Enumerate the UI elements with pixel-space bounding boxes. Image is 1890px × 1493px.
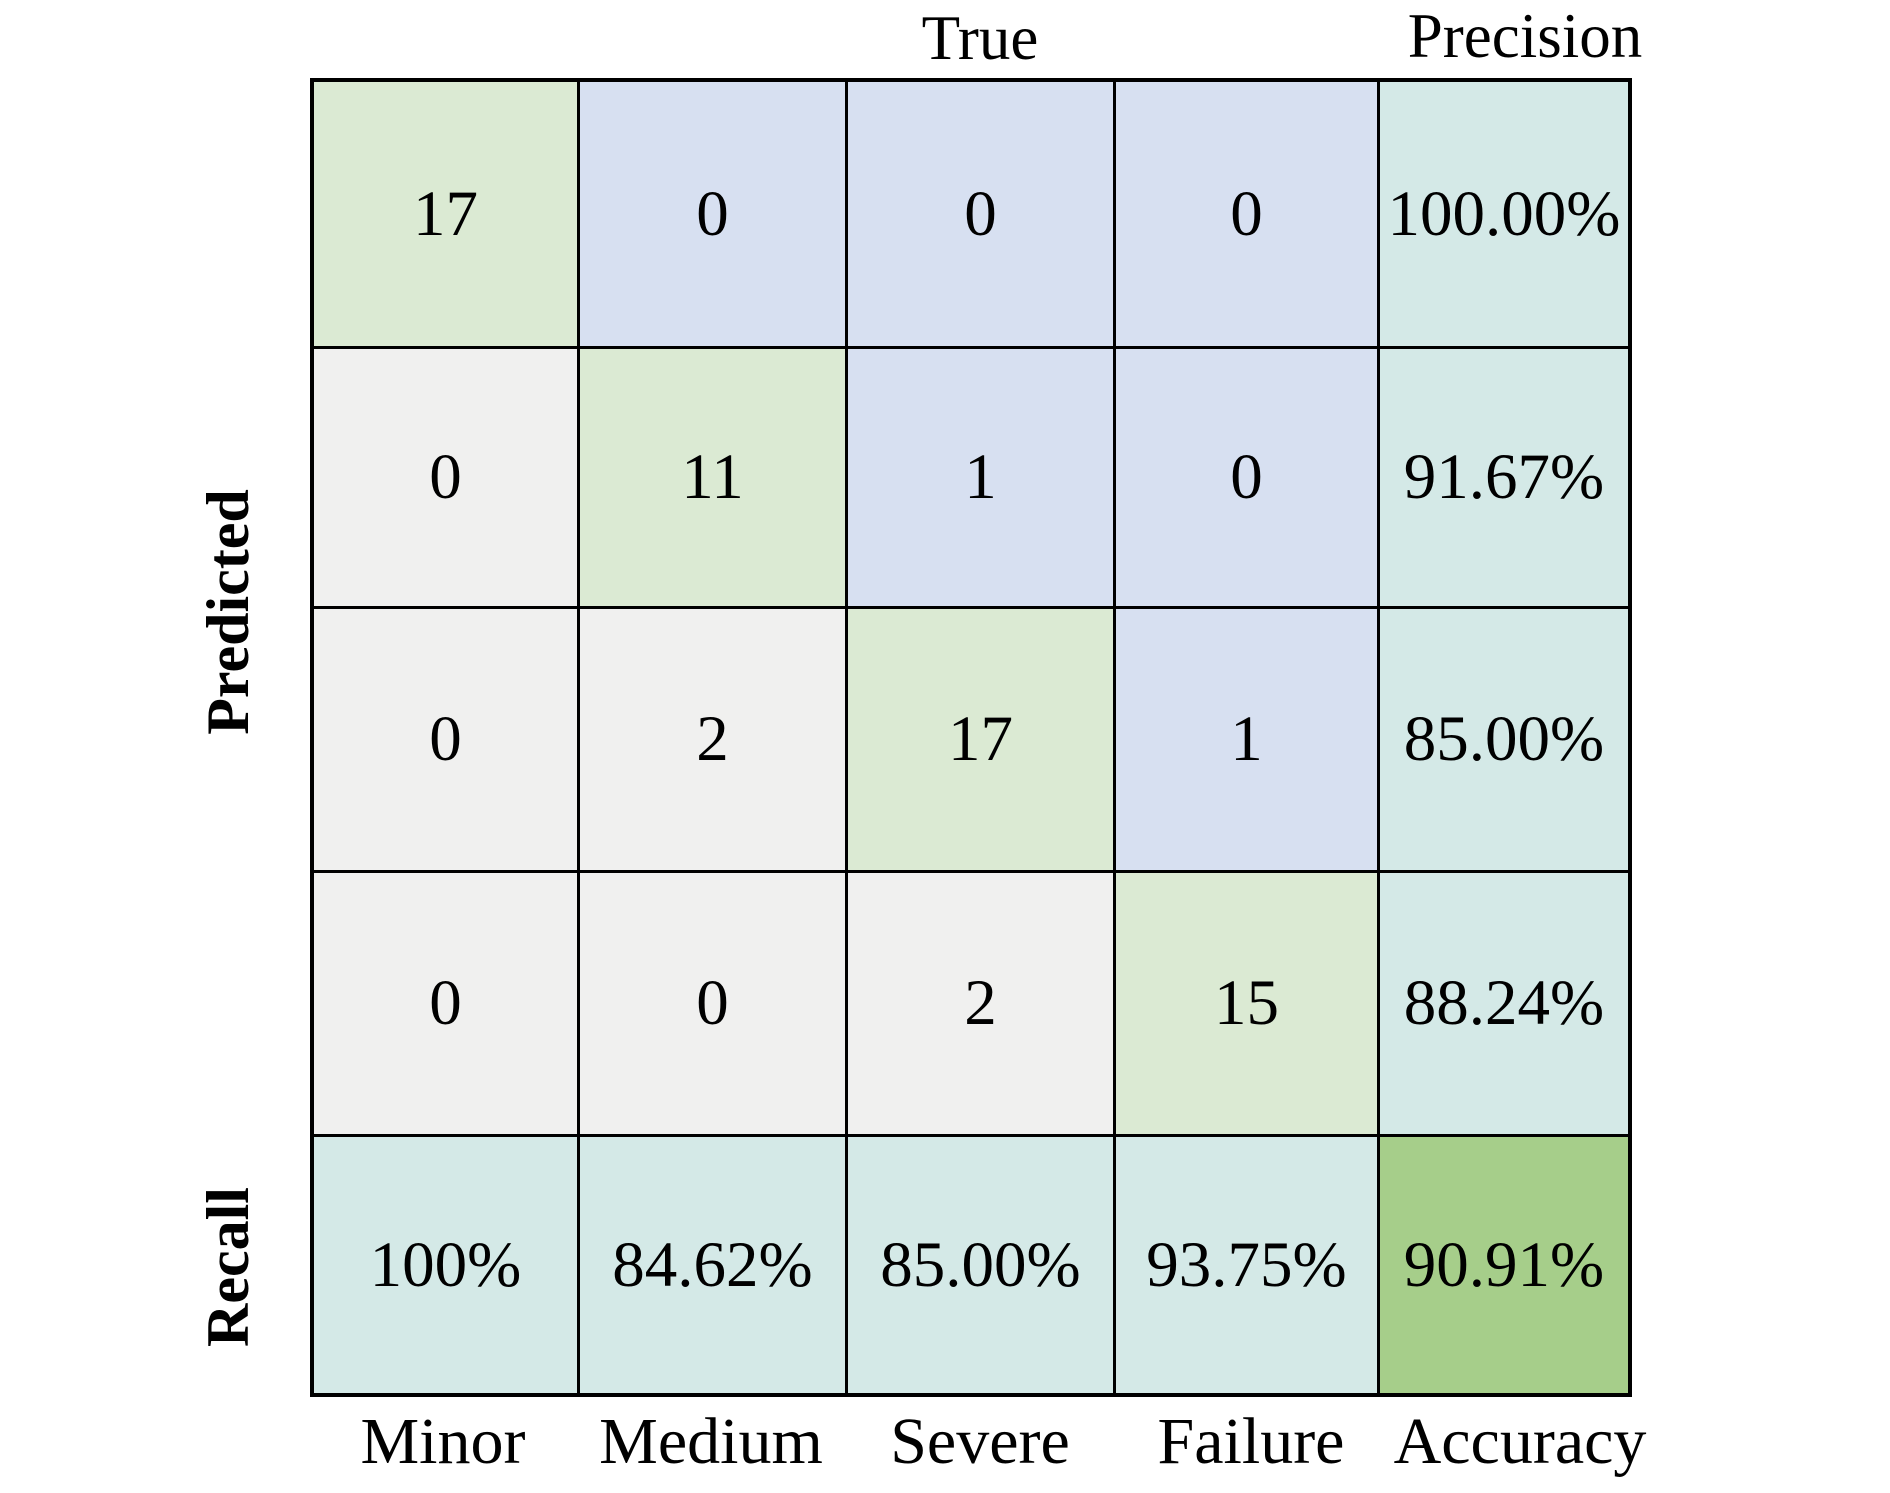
matrix-cell-r3c1: 0 bbox=[580, 873, 845, 1134]
matrix-cell-r2c3: 1 bbox=[1116, 609, 1377, 870]
recall-cell-severe: 85.00% bbox=[848, 1137, 1113, 1393]
matrix-cell-r0c3: 0 bbox=[1116, 82, 1377, 346]
matrix-cell-r1c1: 11 bbox=[580, 349, 845, 606]
recall-row-header: Recall bbox=[195, 1187, 261, 1347]
recall-cell-failure: 93.75% bbox=[1116, 1137, 1377, 1393]
x-tick-severe: Severe bbox=[890, 1405, 1070, 1478]
x-tick-medium: Medium bbox=[599, 1405, 823, 1478]
precision-cell-severe: 85.00% bbox=[1380, 609, 1628, 870]
x-tick-minor: Minor bbox=[360, 1405, 526, 1478]
precision-cell-minor: 100.00% bbox=[1380, 82, 1628, 346]
matrix-cell-r1c2: 1 bbox=[848, 349, 1113, 606]
matrix-cell-r0c0: 17 bbox=[314, 82, 577, 346]
accuracy-cell: 90.91% bbox=[1380, 1137, 1628, 1393]
matrix-cell-r1c3: 0 bbox=[1116, 349, 1377, 606]
true-axis-title: True bbox=[921, 3, 1039, 73]
x-tick-failure: Failure bbox=[1157, 1405, 1345, 1478]
matrix-cell-r2c2: 17 bbox=[848, 609, 1113, 870]
matrix-cell-r0c1: 0 bbox=[580, 82, 845, 346]
matrix-cell-r1c0: 0 bbox=[314, 349, 577, 606]
matrix-cell-r2c1: 2 bbox=[580, 609, 845, 870]
matrix-cell-r3c0: 0 bbox=[314, 873, 577, 1134]
matrix-cell-r3c2: 2 bbox=[848, 873, 1113, 1134]
precision-cell-medium: 91.67% bbox=[1380, 349, 1628, 606]
matrix-cell-r2c0: 0 bbox=[314, 609, 577, 870]
confusion-matrix-grid: 17 0 0 0 100.00% 0 11 1 0 91.67% 0 2 17 … bbox=[310, 78, 1632, 1397]
recall-cell-medium: 84.62% bbox=[580, 1137, 845, 1393]
matrix-cell-r3c3: 15 bbox=[1116, 873, 1377, 1134]
x-tick-accuracy: Accuracy bbox=[1393, 1405, 1647, 1478]
recall-cell-minor: 100% bbox=[314, 1137, 577, 1393]
precision-column-header: Precision bbox=[1407, 1, 1643, 71]
precision-cell-failure: 88.24% bbox=[1380, 873, 1628, 1134]
predicted-axis-title: Predicted bbox=[195, 489, 261, 735]
matrix-cell-r0c2: 0 bbox=[848, 82, 1113, 346]
